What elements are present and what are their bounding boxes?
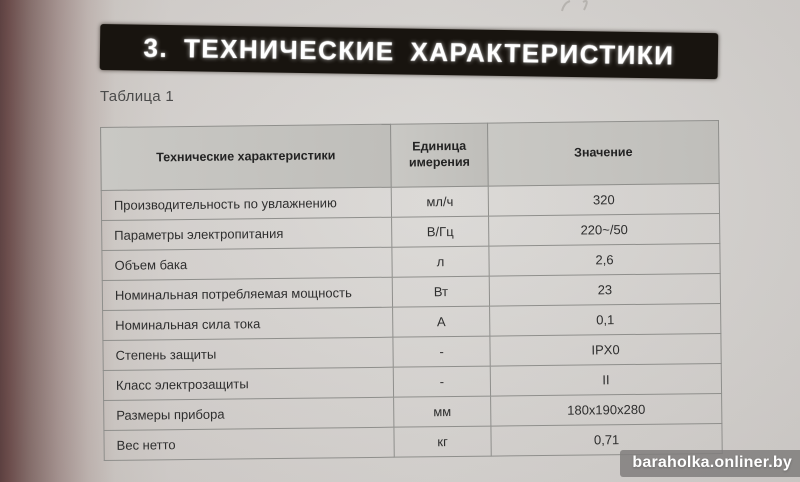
faint-print-artifact xyxy=(561,0,588,12)
cell-unit: В/Гц xyxy=(391,216,489,248)
cell-value: II xyxy=(490,363,722,397)
cell-unit: Вт xyxy=(392,276,490,308)
cell-characteristic: Класс электрозащиты xyxy=(103,367,394,401)
cell-characteristic: Параметры электропитания xyxy=(101,217,392,251)
watermark-badge: baraholka.onliner.by xyxy=(620,450,800,477)
cell-unit: мм xyxy=(393,396,491,428)
cell-value: 0,1 xyxy=(489,303,721,337)
cell-unit: - xyxy=(393,366,491,398)
section-title-banner: 3. ТЕХНИЧЕСКИЕ ХАРАКТЕРИСТИКИ xyxy=(99,24,719,80)
cell-value: 23 xyxy=(489,273,721,307)
cell-value: 2,6 xyxy=(488,243,721,277)
table-caption: Таблица 1 xyxy=(100,88,175,105)
cell-characteristic: Размеры прибора xyxy=(103,397,394,431)
cell-characteristic: Производительность по увлажнению xyxy=(101,187,392,221)
cell-characteristic: Номинальная сила тока xyxy=(102,307,393,341)
cell-unit: мл/ч xyxy=(391,186,489,218)
cell-unit: А xyxy=(392,306,490,338)
header-value: Значение xyxy=(487,120,720,187)
cell-characteristic: Номинальная потребляемая мощность xyxy=(102,277,393,311)
cell-unit: - xyxy=(392,336,491,368)
spec-table: Технические характеристики Единица имере… xyxy=(100,120,723,461)
spec-table-container: Технические характеристики Единица имере… xyxy=(100,120,723,461)
cell-value: 320 xyxy=(488,183,720,217)
cell-characteristic: Объем бака xyxy=(101,247,393,281)
table-header-row: Технические характеристики Единица имере… xyxy=(100,120,720,191)
cell-unit: кг xyxy=(393,426,492,458)
cell-value: IPX0 xyxy=(489,333,722,367)
header-characteristics: Технические характеристики xyxy=(100,124,392,191)
cell-value: 220~/50 xyxy=(488,213,720,247)
cell-unit: л xyxy=(391,246,490,278)
cell-characteristic: Вес нетто xyxy=(103,427,395,461)
header-unit: Единица имерения xyxy=(390,123,489,188)
section-title: 3. ТЕХНИЧЕСКИЕ ХАРАКТЕРИСТИКИ xyxy=(143,32,675,71)
cell-value: 180x190x280 xyxy=(490,393,722,427)
cell-characteristic: Степень защиты xyxy=(102,337,394,371)
